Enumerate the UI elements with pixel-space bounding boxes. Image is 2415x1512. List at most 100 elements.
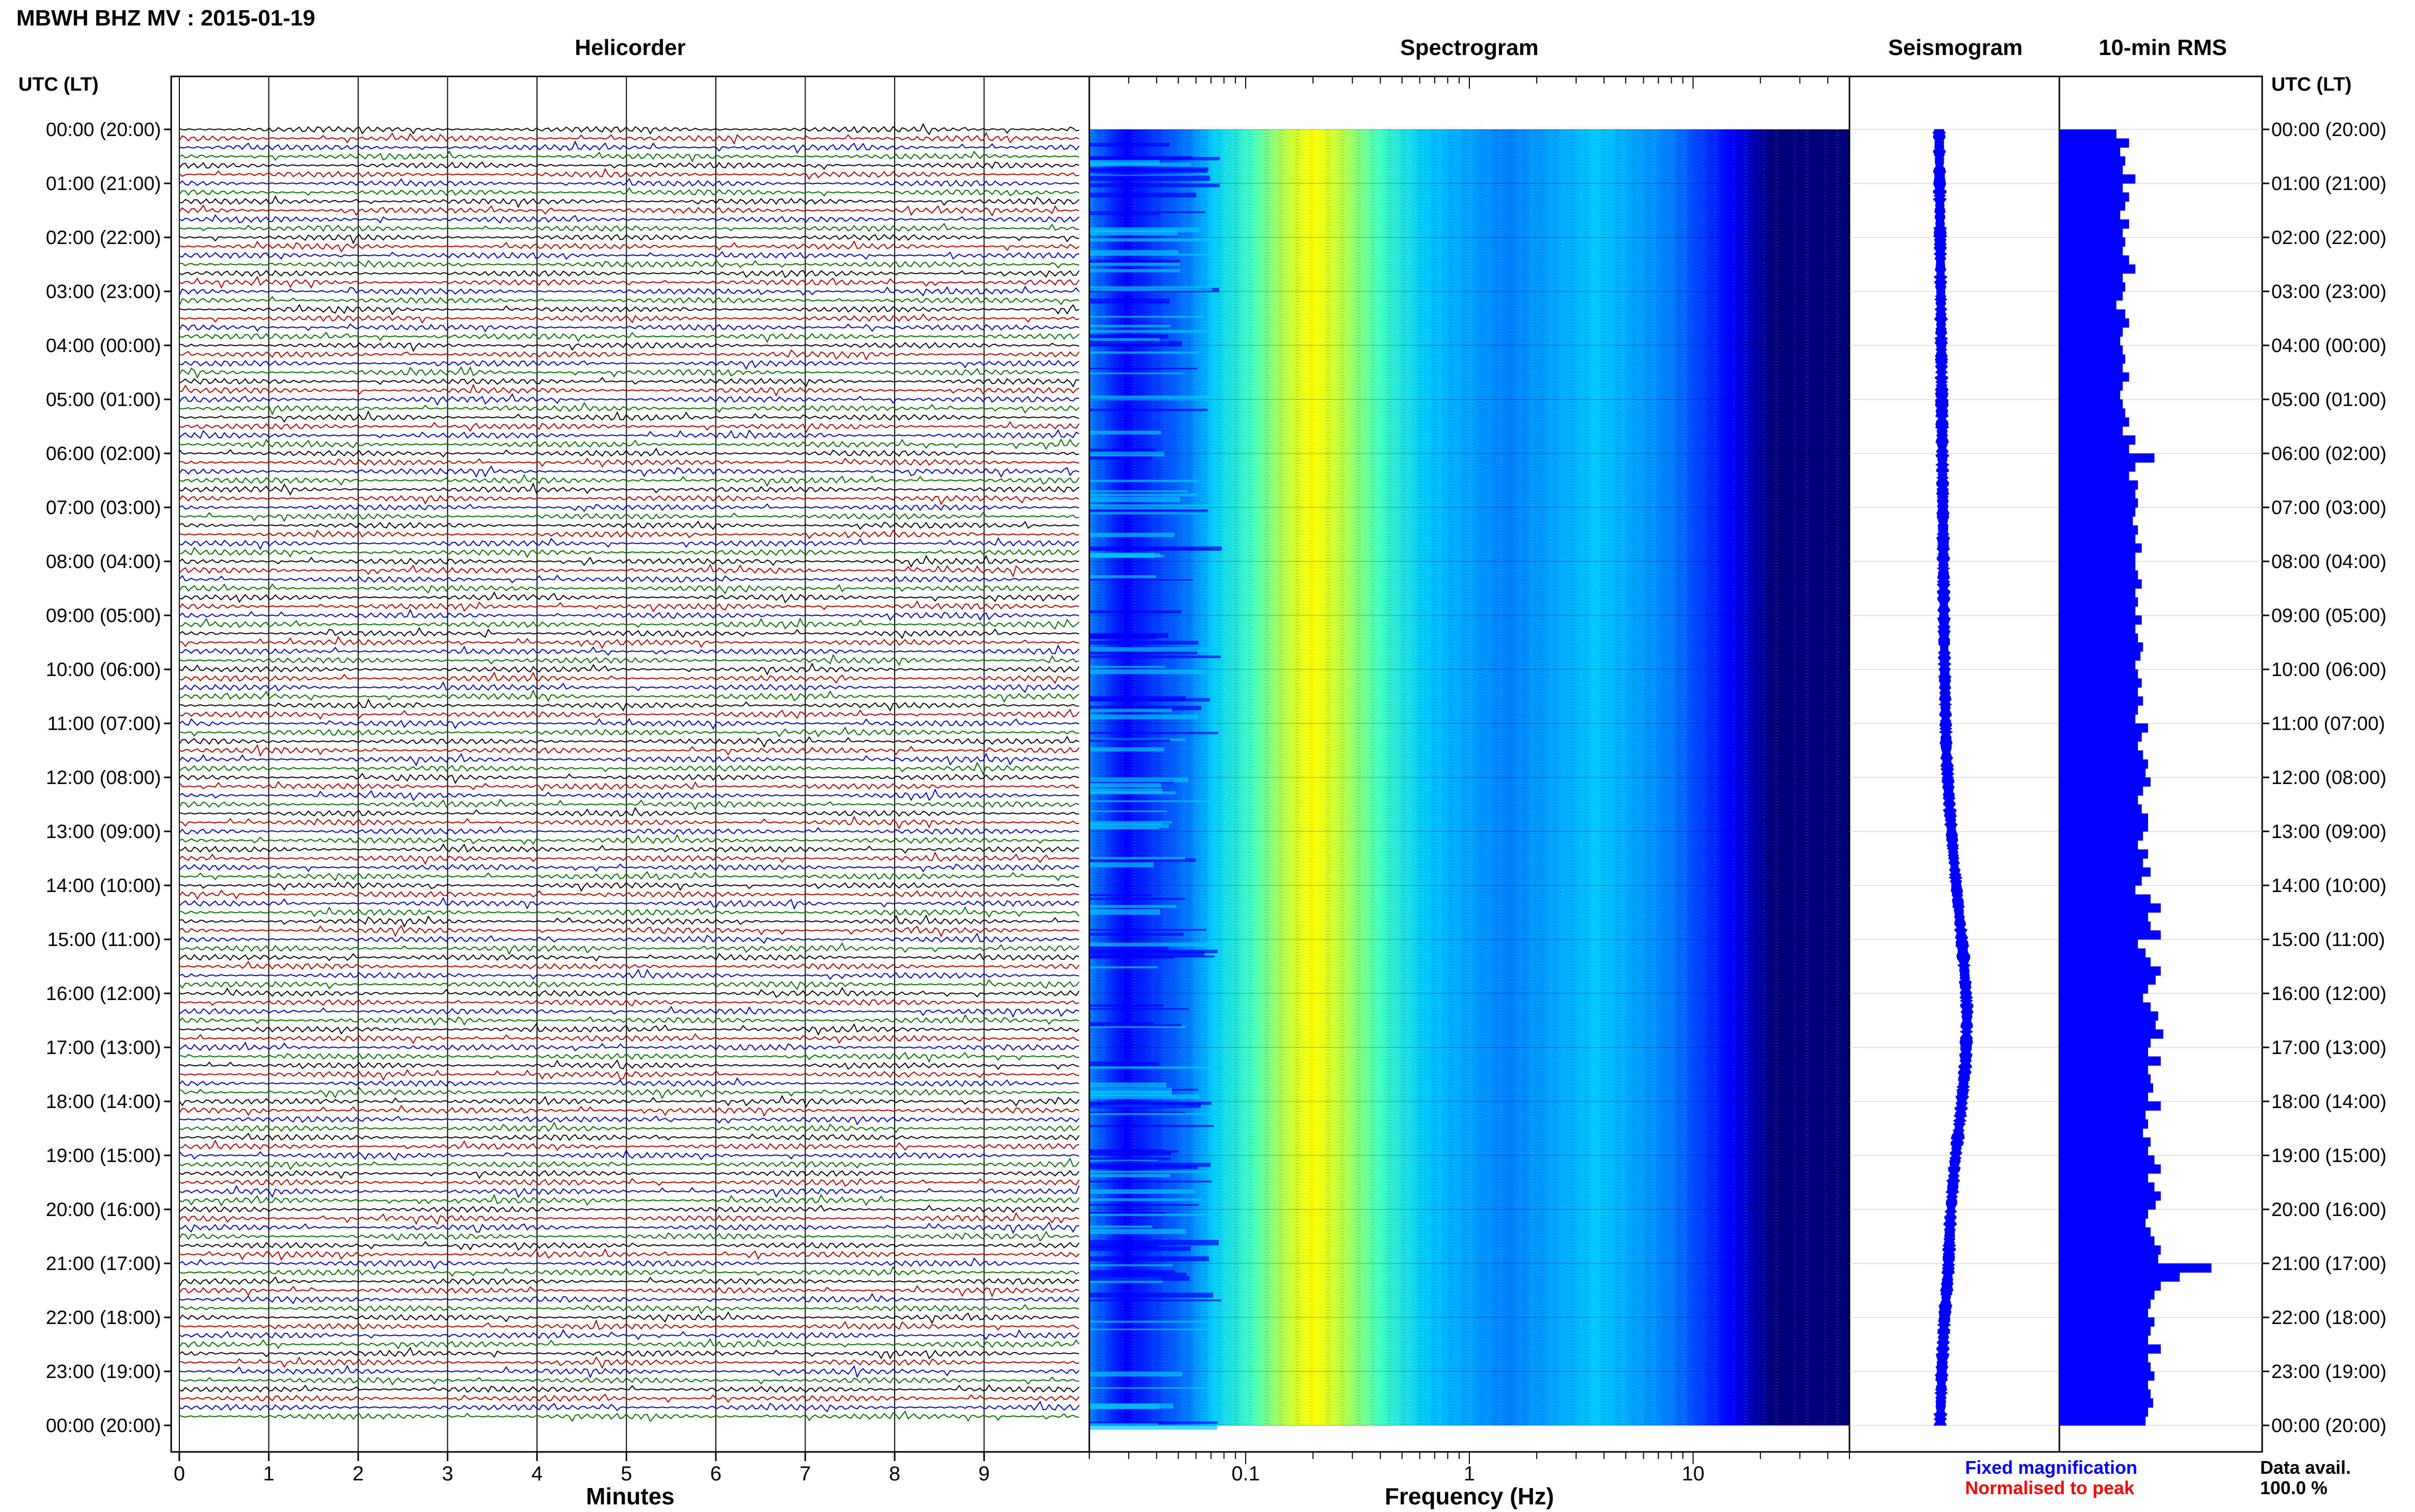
helicorder-trace bbox=[179, 123, 1080, 136]
rms-bar bbox=[2059, 264, 2136, 274]
rms-bar bbox=[2059, 921, 2151, 931]
rms-bar bbox=[2059, 1002, 2151, 1012]
time-label-left: 07:00 (03:00) bbox=[46, 497, 161, 519]
spectrogram-band bbox=[1089, 1256, 1209, 1261]
helicorder-trace bbox=[179, 1121, 1080, 1133]
rms-bar bbox=[2059, 1416, 2146, 1426]
spectrogram-band bbox=[1089, 665, 1165, 668]
time-label-left: 15:00 (11:00) bbox=[47, 929, 161, 951]
spectrogram-band bbox=[1089, 655, 1221, 658]
time-label-left: 01:00 (21:00) bbox=[46, 173, 161, 195]
minute-tick-label: 4 bbox=[531, 1463, 543, 1485]
rms-bar bbox=[2059, 1389, 2151, 1399]
rms-bar bbox=[2059, 849, 2149, 859]
helicorder-trace bbox=[179, 223, 1080, 232]
helicorder-trace bbox=[179, 360, 1080, 370]
rms-bar bbox=[2059, 579, 2142, 589]
rms-bar bbox=[2059, 741, 2138, 751]
helicorder-trace bbox=[179, 871, 1080, 881]
helicorder-xlabel: Minutes bbox=[586, 1483, 675, 1509]
helicorder-trace bbox=[179, 313, 1080, 324]
helicorder-trace bbox=[179, 1095, 1080, 1108]
rms-bar bbox=[2059, 966, 2161, 976]
helicorder-trace bbox=[179, 843, 1079, 854]
time-label-right: 02:00 (22:00) bbox=[2271, 227, 2386, 249]
spectrogram-band bbox=[1089, 341, 1182, 347]
rms-bar bbox=[2059, 381, 2123, 391]
rms-bar bbox=[2059, 1398, 2154, 1408]
spectrogram-band bbox=[1089, 227, 1200, 232]
rms-bar bbox=[2059, 1173, 2149, 1183]
helicorder-trace bbox=[179, 465, 1080, 478]
spectrogram-band bbox=[1089, 213, 1160, 215]
spectrogram-band bbox=[1089, 942, 1210, 947]
helicorder-trace bbox=[179, 654, 1080, 666]
time-label-left: 12:00 (08:00) bbox=[46, 767, 161, 789]
helicorder-trace bbox=[179, 1023, 1080, 1036]
rms-bar bbox=[2059, 642, 2143, 652]
helicorder-trace bbox=[179, 332, 1080, 343]
helicorder-trace bbox=[179, 863, 1080, 873]
rms-bar bbox=[2059, 1065, 2149, 1075]
spectrogram-band bbox=[1089, 269, 1180, 273]
helicorder-trace bbox=[179, 1346, 1080, 1360]
spectrogram-band bbox=[1089, 1165, 1198, 1169]
spectrogram-band bbox=[1089, 1150, 1178, 1153]
time-label-left: 17:00 (13:00) bbox=[46, 1037, 161, 1059]
rms-bar bbox=[2059, 1371, 2155, 1381]
helicorder-trace bbox=[179, 1410, 1080, 1421]
rms-bar bbox=[2059, 696, 2143, 706]
spectrogram-band bbox=[1089, 800, 1219, 802]
spectrogram-band bbox=[1089, 1163, 1211, 1167]
spectrogram-band bbox=[1089, 175, 1210, 181]
rms-bar bbox=[2059, 1407, 2149, 1417]
helicorder-trace bbox=[179, 276, 1080, 289]
helicorder-trace bbox=[179, 942, 1080, 956]
rms-bar bbox=[2059, 1020, 2156, 1030]
rms-bar bbox=[2059, 336, 2121, 346]
rms-bar bbox=[2059, 723, 2149, 733]
rms-bar bbox=[2059, 498, 2138, 508]
spectrogram-band bbox=[1089, 647, 1218, 652]
helicorder-trace bbox=[179, 600, 1080, 612]
helicorder-trace bbox=[179, 1170, 1080, 1179]
spectrogram-band bbox=[1089, 286, 1212, 291]
rms-bar bbox=[2059, 300, 2116, 310]
rms-bar bbox=[2059, 1227, 2151, 1237]
helicorder-trace bbox=[179, 744, 1080, 757]
spectrogram-band bbox=[1089, 1174, 1170, 1177]
helicorder-trace bbox=[179, 717, 1080, 730]
rms-bar bbox=[2059, 1191, 2161, 1201]
spectrogram-band bbox=[1089, 1213, 1219, 1216]
rms-bar bbox=[2059, 732, 2142, 742]
spectrogram-band bbox=[1089, 1424, 1217, 1430]
helicorder-trace bbox=[179, 851, 1080, 866]
helicorder-trace bbox=[179, 323, 1080, 333]
time-label-right: 23:00 (19:00) bbox=[2271, 1361, 2386, 1383]
rms-bar bbox=[2059, 210, 2121, 220]
rms-bar bbox=[2059, 1074, 2151, 1084]
time-label-right: 12:00 (08:00) bbox=[2271, 767, 2386, 789]
helicorder-trace bbox=[179, 998, 1080, 1007]
helicorder-trace bbox=[179, 342, 1080, 352]
rms-bar bbox=[2059, 678, 2142, 688]
spectrogram-band bbox=[1089, 299, 1170, 304]
seismogram-title: Seismogram bbox=[1888, 35, 2023, 60]
rms-bar bbox=[2059, 1083, 2154, 1093]
rms-bar bbox=[2059, 480, 2138, 490]
time-label-right: 14:00 (10:00) bbox=[2271, 875, 2386, 897]
rms-panel bbox=[2058, 75, 2263, 1453]
spectrogram-band bbox=[1089, 1423, 1158, 1426]
helicorder-trace bbox=[179, 1104, 1080, 1117]
time-label-right: 07:00 (03:00) bbox=[2271, 497, 2386, 519]
spectrogram-band bbox=[1089, 1225, 1152, 1228]
time-label-right: 06:00 (02:00) bbox=[2271, 443, 2386, 465]
helicorder-trace bbox=[179, 906, 1080, 918]
spectrogram-band bbox=[1089, 1061, 1159, 1066]
rms-bar bbox=[2059, 939, 2138, 949]
spectrogram-band bbox=[1089, 1024, 1182, 1027]
helicorder-trace bbox=[179, 1311, 1080, 1324]
spectrogram-band bbox=[1089, 325, 1170, 328]
spectrogram-band bbox=[1089, 1264, 1172, 1266]
helicorder-trace bbox=[179, 1257, 1080, 1270]
